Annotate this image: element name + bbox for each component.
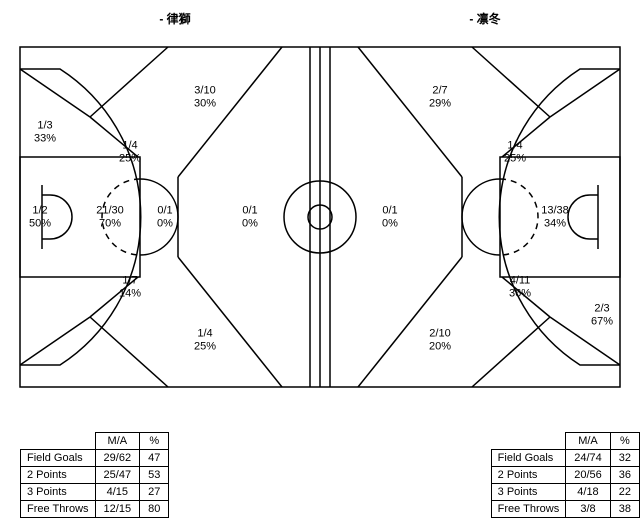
stats-tables: M/A% Field Goals29/6247 2 Points25/4753 …: [20, 432, 640, 518]
zone-right-bot-three: 2/1020%: [429, 327, 451, 352]
table-row: Free Throws12/1580: [21, 501, 169, 518]
zone-left-corner-top: 1/333%: [34, 119, 56, 144]
zone-right-corner-bot: 2/367%: [591, 302, 613, 327]
zone-left-restricted: 1/250%: [29, 204, 51, 229]
zone-left-mid-half: 0/10%: [242, 204, 258, 229]
stats-table-right: M/A% Field Goals24/7432 2 Points20/5636 …: [491, 432, 640, 518]
court-diagram: 1/333% 1/425% 3/1030% 1/250% 21/3070% 0/…: [10, 32, 630, 402]
team-left-title: - 律獅: [20, 10, 330, 27]
zone-right-mid-half: 0/10%: [382, 204, 398, 229]
col-pct: %: [610, 433, 639, 450]
col-ma: M/A: [95, 433, 140, 450]
zone-right-paint: 13/3834%: [541, 204, 569, 229]
col-ma: M/A: [566, 433, 611, 450]
zone-right-wing-bot: 4/1136%: [509, 274, 531, 299]
zone-left-paint: 21/3070%: [96, 204, 124, 229]
team-right-title: - 凛冬: [330, 10, 640, 27]
table-row: Free Throws3/838: [491, 501, 639, 518]
table-row: 3 Points4/1822: [491, 484, 639, 501]
zone-right-top-three: 2/729%: [429, 84, 451, 109]
table-row: 3 Points4/1527: [21, 484, 169, 501]
zone-left-wing-bot: 1/714%: [119, 274, 141, 299]
zone-left-top-three: 3/1030%: [194, 84, 216, 109]
team-titles-row: - 律獅 - 凛冬: [20, 10, 640, 27]
col-pct: %: [140, 433, 169, 450]
stats-table-left: M/A% Field Goals29/6247 2 Points25/4753 …: [20, 432, 169, 518]
table-row: Field Goals24/7432: [491, 450, 639, 467]
table-row: 2 Points20/5636: [491, 467, 639, 484]
table-row: 2 Points25/4753: [21, 467, 169, 484]
shot-chart-container: - 律獅 - 凛冬: [10, 10, 630, 518]
table-row: Field Goals29/6247: [21, 450, 169, 467]
zone-left-bot-three: 1/425%: [194, 327, 216, 352]
zone-left-wing-top: 1/425%: [119, 139, 141, 164]
table-row: M/A%: [491, 433, 639, 450]
zone-left-elbow: 0/10%: [157, 204, 173, 229]
zone-right-wing-top: 1/425%: [504, 139, 526, 164]
table-row: M/A%: [21, 433, 169, 450]
